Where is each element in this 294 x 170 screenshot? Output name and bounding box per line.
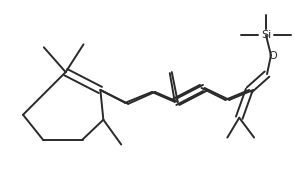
- Text: O: O: [269, 51, 277, 61]
- Text: Si: Si: [261, 30, 271, 40]
